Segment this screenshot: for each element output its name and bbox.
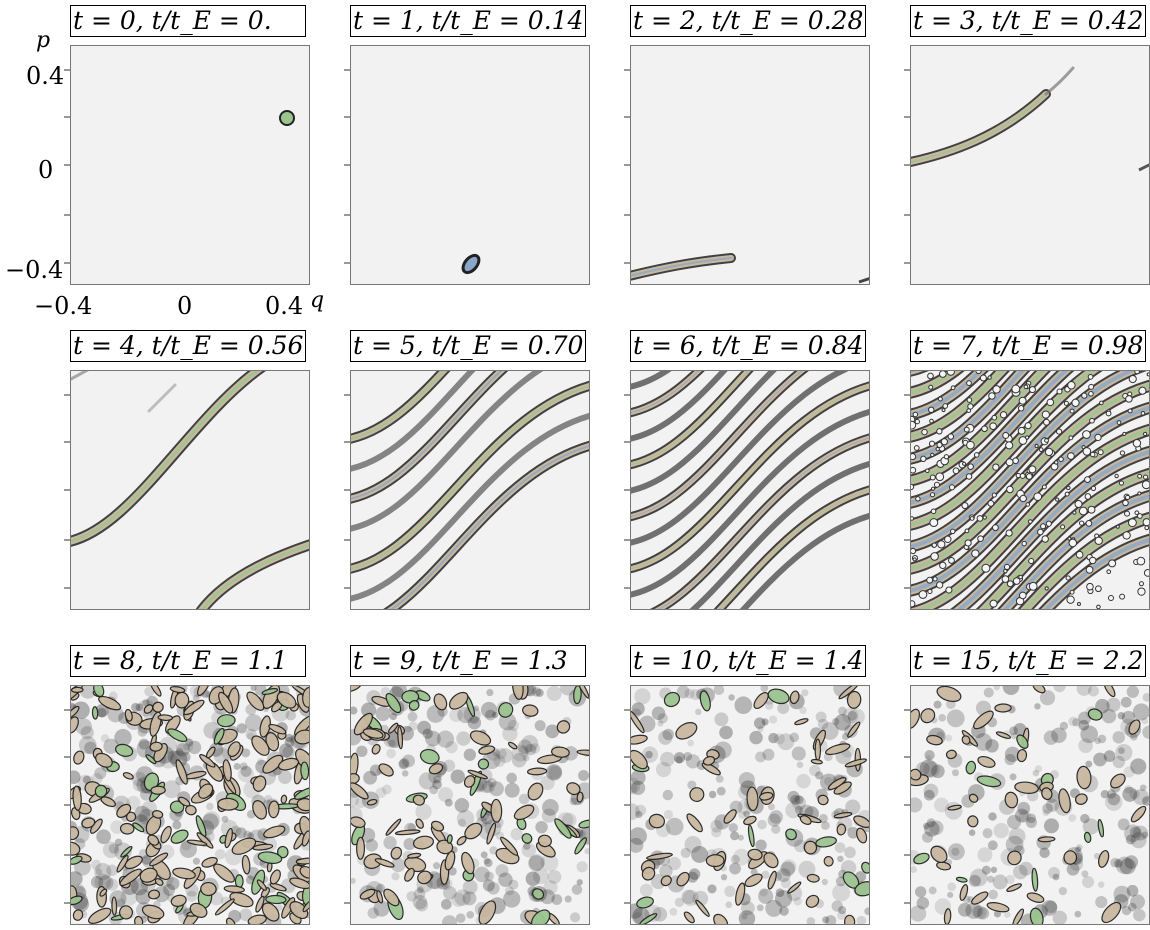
p-tick-label: 0.4 bbox=[26, 62, 65, 90]
phase-space-plot bbox=[350, 370, 590, 610]
tick-marks bbox=[902, 45, 910, 285]
tick-marks bbox=[622, 370, 630, 610]
phase-space-plot bbox=[910, 685, 1150, 925]
panel-title: t = 0, t/t_E = 0. bbox=[70, 5, 306, 37]
q-tick-label: 0.4 bbox=[265, 292, 304, 320]
phase-space-plot bbox=[630, 370, 870, 610]
phase-space-plot bbox=[350, 45, 590, 285]
panel-title: t = 9, t/t_E = 1.3 bbox=[350, 645, 586, 677]
panel-title: t = 3, t/t_E = 0.42 bbox=[910, 5, 1146, 37]
phase-space-plot bbox=[910, 45, 1150, 285]
tick-marks bbox=[62, 370, 70, 610]
panel-title: t = 10, t/t_E = 1.4 bbox=[630, 645, 866, 677]
panel-title: t = 4, t/t_E = 0.56 bbox=[70, 330, 306, 362]
p-tick-label: 0 bbox=[38, 156, 54, 184]
tick-marks bbox=[62, 685, 70, 925]
q-axis-name: q bbox=[310, 288, 325, 313]
panel-title: t = 6, t/t_E = 0.84 bbox=[630, 330, 866, 362]
phase-space-plot bbox=[70, 45, 310, 285]
tick-marks bbox=[902, 370, 910, 610]
p-axis-name: p bbox=[36, 28, 51, 53]
panel-title: t = 7, t/t_E = 0.98 bbox=[910, 330, 1146, 362]
panel-title: t = 15, t/t_E = 2.2 bbox=[910, 645, 1146, 677]
tick-marks bbox=[622, 685, 630, 925]
panel-title: t = 2, t/t_E = 0.28 bbox=[630, 5, 866, 37]
phase-space-plot bbox=[630, 45, 870, 285]
phase-space-plot bbox=[70, 370, 310, 610]
tick-marks bbox=[902, 685, 910, 925]
q-tick-label: 0 bbox=[177, 292, 193, 320]
tick-marks bbox=[622, 45, 630, 285]
phase-space-plot bbox=[70, 685, 310, 925]
p-tick-label: −0.4 bbox=[5, 256, 64, 284]
tick-marks bbox=[342, 45, 350, 285]
q-tick-label: −0.4 bbox=[34, 292, 93, 320]
panel-title: t = 8, t/t_E = 1.1 bbox=[70, 645, 306, 677]
phase-space-plot bbox=[630, 685, 870, 925]
tick-marks bbox=[342, 685, 350, 925]
panel-title: t = 1, t/t_E = 0.14 bbox=[350, 5, 586, 37]
panel-title: t = 5, t/t_E = 0.70 bbox=[350, 330, 586, 362]
phase-space-plot bbox=[910, 370, 1150, 610]
phase-space-plot bbox=[350, 685, 590, 925]
tick-marks bbox=[62, 45, 70, 285]
tick-marks bbox=[342, 370, 350, 610]
